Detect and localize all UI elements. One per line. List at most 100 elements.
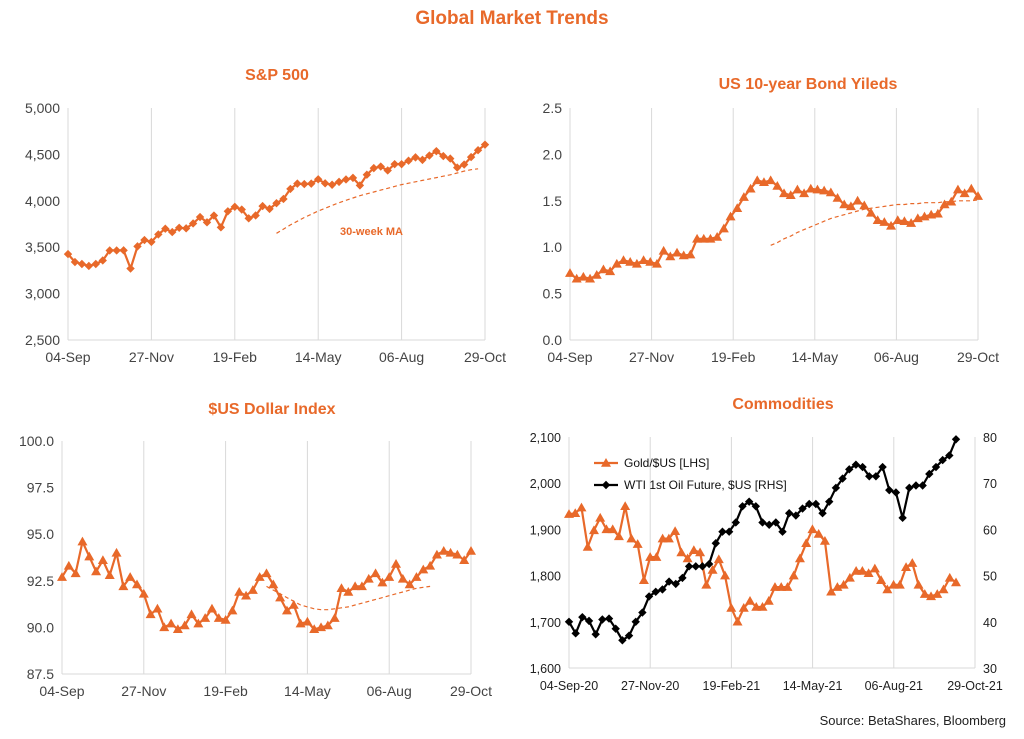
data-point xyxy=(944,572,955,582)
data-point xyxy=(598,264,609,274)
data-point xyxy=(931,462,941,472)
data-point xyxy=(805,183,816,193)
data-point xyxy=(885,485,894,495)
data-point xyxy=(738,192,749,201)
data-point xyxy=(261,568,272,578)
y-tick-label: 3,500 xyxy=(25,239,60,255)
data-point xyxy=(624,631,634,640)
data-point xyxy=(118,581,129,591)
bond-yields-panel: US 10-year Bond Yileds 04-Sep 27-Nov 19-Feb… xyxy=(543,76,1000,365)
data-point xyxy=(216,223,226,232)
legend: Gold/$US [LHS] WTI 1st Oil Future, $US [R… xyxy=(594,456,787,492)
data-point xyxy=(726,602,737,612)
data-point xyxy=(794,553,805,563)
data-point xyxy=(459,555,470,565)
data-point xyxy=(807,524,818,534)
data-point xyxy=(112,246,121,255)
data-point xyxy=(691,562,700,571)
data-point xyxy=(819,535,830,545)
data-point xyxy=(362,170,372,179)
legend-label: WTI 1st Oil Future, $US [RHS] xyxy=(624,478,787,492)
data-point xyxy=(446,154,455,163)
data-point xyxy=(336,583,347,593)
data-point xyxy=(672,247,683,257)
legend-swatch-marker xyxy=(601,480,611,490)
data-point xyxy=(584,616,594,626)
data-point xyxy=(695,547,706,557)
data-point xyxy=(678,573,687,583)
data-point xyxy=(788,570,799,580)
y-right-tick-label: 60 xyxy=(983,523,997,537)
data-point xyxy=(851,460,861,469)
data-point xyxy=(91,566,102,576)
y-tick-label: 90.0 xyxy=(27,619,54,635)
data-point xyxy=(445,547,456,557)
data-point xyxy=(241,590,252,600)
data-point xyxy=(459,160,469,169)
data-point xyxy=(327,180,337,189)
data-point xyxy=(932,589,943,598)
data-point xyxy=(314,175,323,184)
y-tick-label: 5,000 xyxy=(25,100,60,116)
data-point xyxy=(651,258,662,268)
data-point xyxy=(404,156,413,165)
data-point xyxy=(195,212,205,222)
data-point xyxy=(863,568,874,578)
data-point xyxy=(265,204,274,214)
data-point xyxy=(181,224,191,233)
x-tick-label: 04-Sep xyxy=(45,349,90,365)
data-point xyxy=(322,620,333,630)
data-point xyxy=(234,586,245,596)
x-tick-label: 29-Oct xyxy=(450,683,492,699)
data-point xyxy=(651,587,660,596)
data-point xyxy=(878,462,887,472)
data-point xyxy=(258,201,267,211)
y-tick-label: 0.0 xyxy=(543,332,563,348)
data-point xyxy=(872,215,883,225)
data-point xyxy=(591,270,602,279)
data-point xyxy=(570,508,581,517)
data-point xyxy=(720,570,731,580)
data-point xyxy=(918,481,927,490)
data-point xyxy=(925,469,934,479)
data-point xyxy=(670,526,681,535)
data-point xyxy=(658,585,667,594)
data-point xyxy=(905,483,914,493)
data-point xyxy=(63,249,73,259)
data-point xyxy=(598,615,607,624)
data-point xyxy=(329,613,340,622)
data-point xyxy=(611,624,620,633)
data-point xyxy=(247,585,258,594)
data-point xyxy=(676,547,687,557)
data-point xyxy=(397,159,406,169)
data-point xyxy=(585,273,596,283)
data-point xyxy=(288,600,299,609)
data-point xyxy=(376,162,385,171)
data-point xyxy=(473,146,483,155)
data-point xyxy=(966,183,977,193)
x-tick-label: 27-Nov xyxy=(129,349,174,365)
data-point xyxy=(738,602,749,612)
data-point xyxy=(852,195,863,205)
data-point xyxy=(724,527,734,536)
commodities-panel: Commodities 04-Sep-20 27-Nov-20 19-Feb-21 14… xyxy=(530,396,1003,693)
legend-swatch-marker xyxy=(601,458,611,467)
data-point xyxy=(595,512,606,522)
data-point xyxy=(84,261,94,271)
data-point xyxy=(391,559,402,568)
legend-label: Gold/$US [LHS] xyxy=(624,456,709,470)
data-point xyxy=(907,558,918,567)
data-point xyxy=(892,215,903,225)
data-point xyxy=(811,499,821,509)
data-point xyxy=(341,175,351,184)
data-point xyxy=(665,251,676,261)
data-point xyxy=(237,205,246,214)
x-tick-label: 14-May-21 xyxy=(783,679,843,693)
x-tick-label: 27-Nov xyxy=(121,683,166,699)
data-point xyxy=(763,596,774,605)
data-point xyxy=(202,218,212,227)
data-point xyxy=(764,520,774,529)
data-point xyxy=(230,202,239,212)
data-point xyxy=(186,609,197,619)
data-point xyxy=(876,575,887,584)
